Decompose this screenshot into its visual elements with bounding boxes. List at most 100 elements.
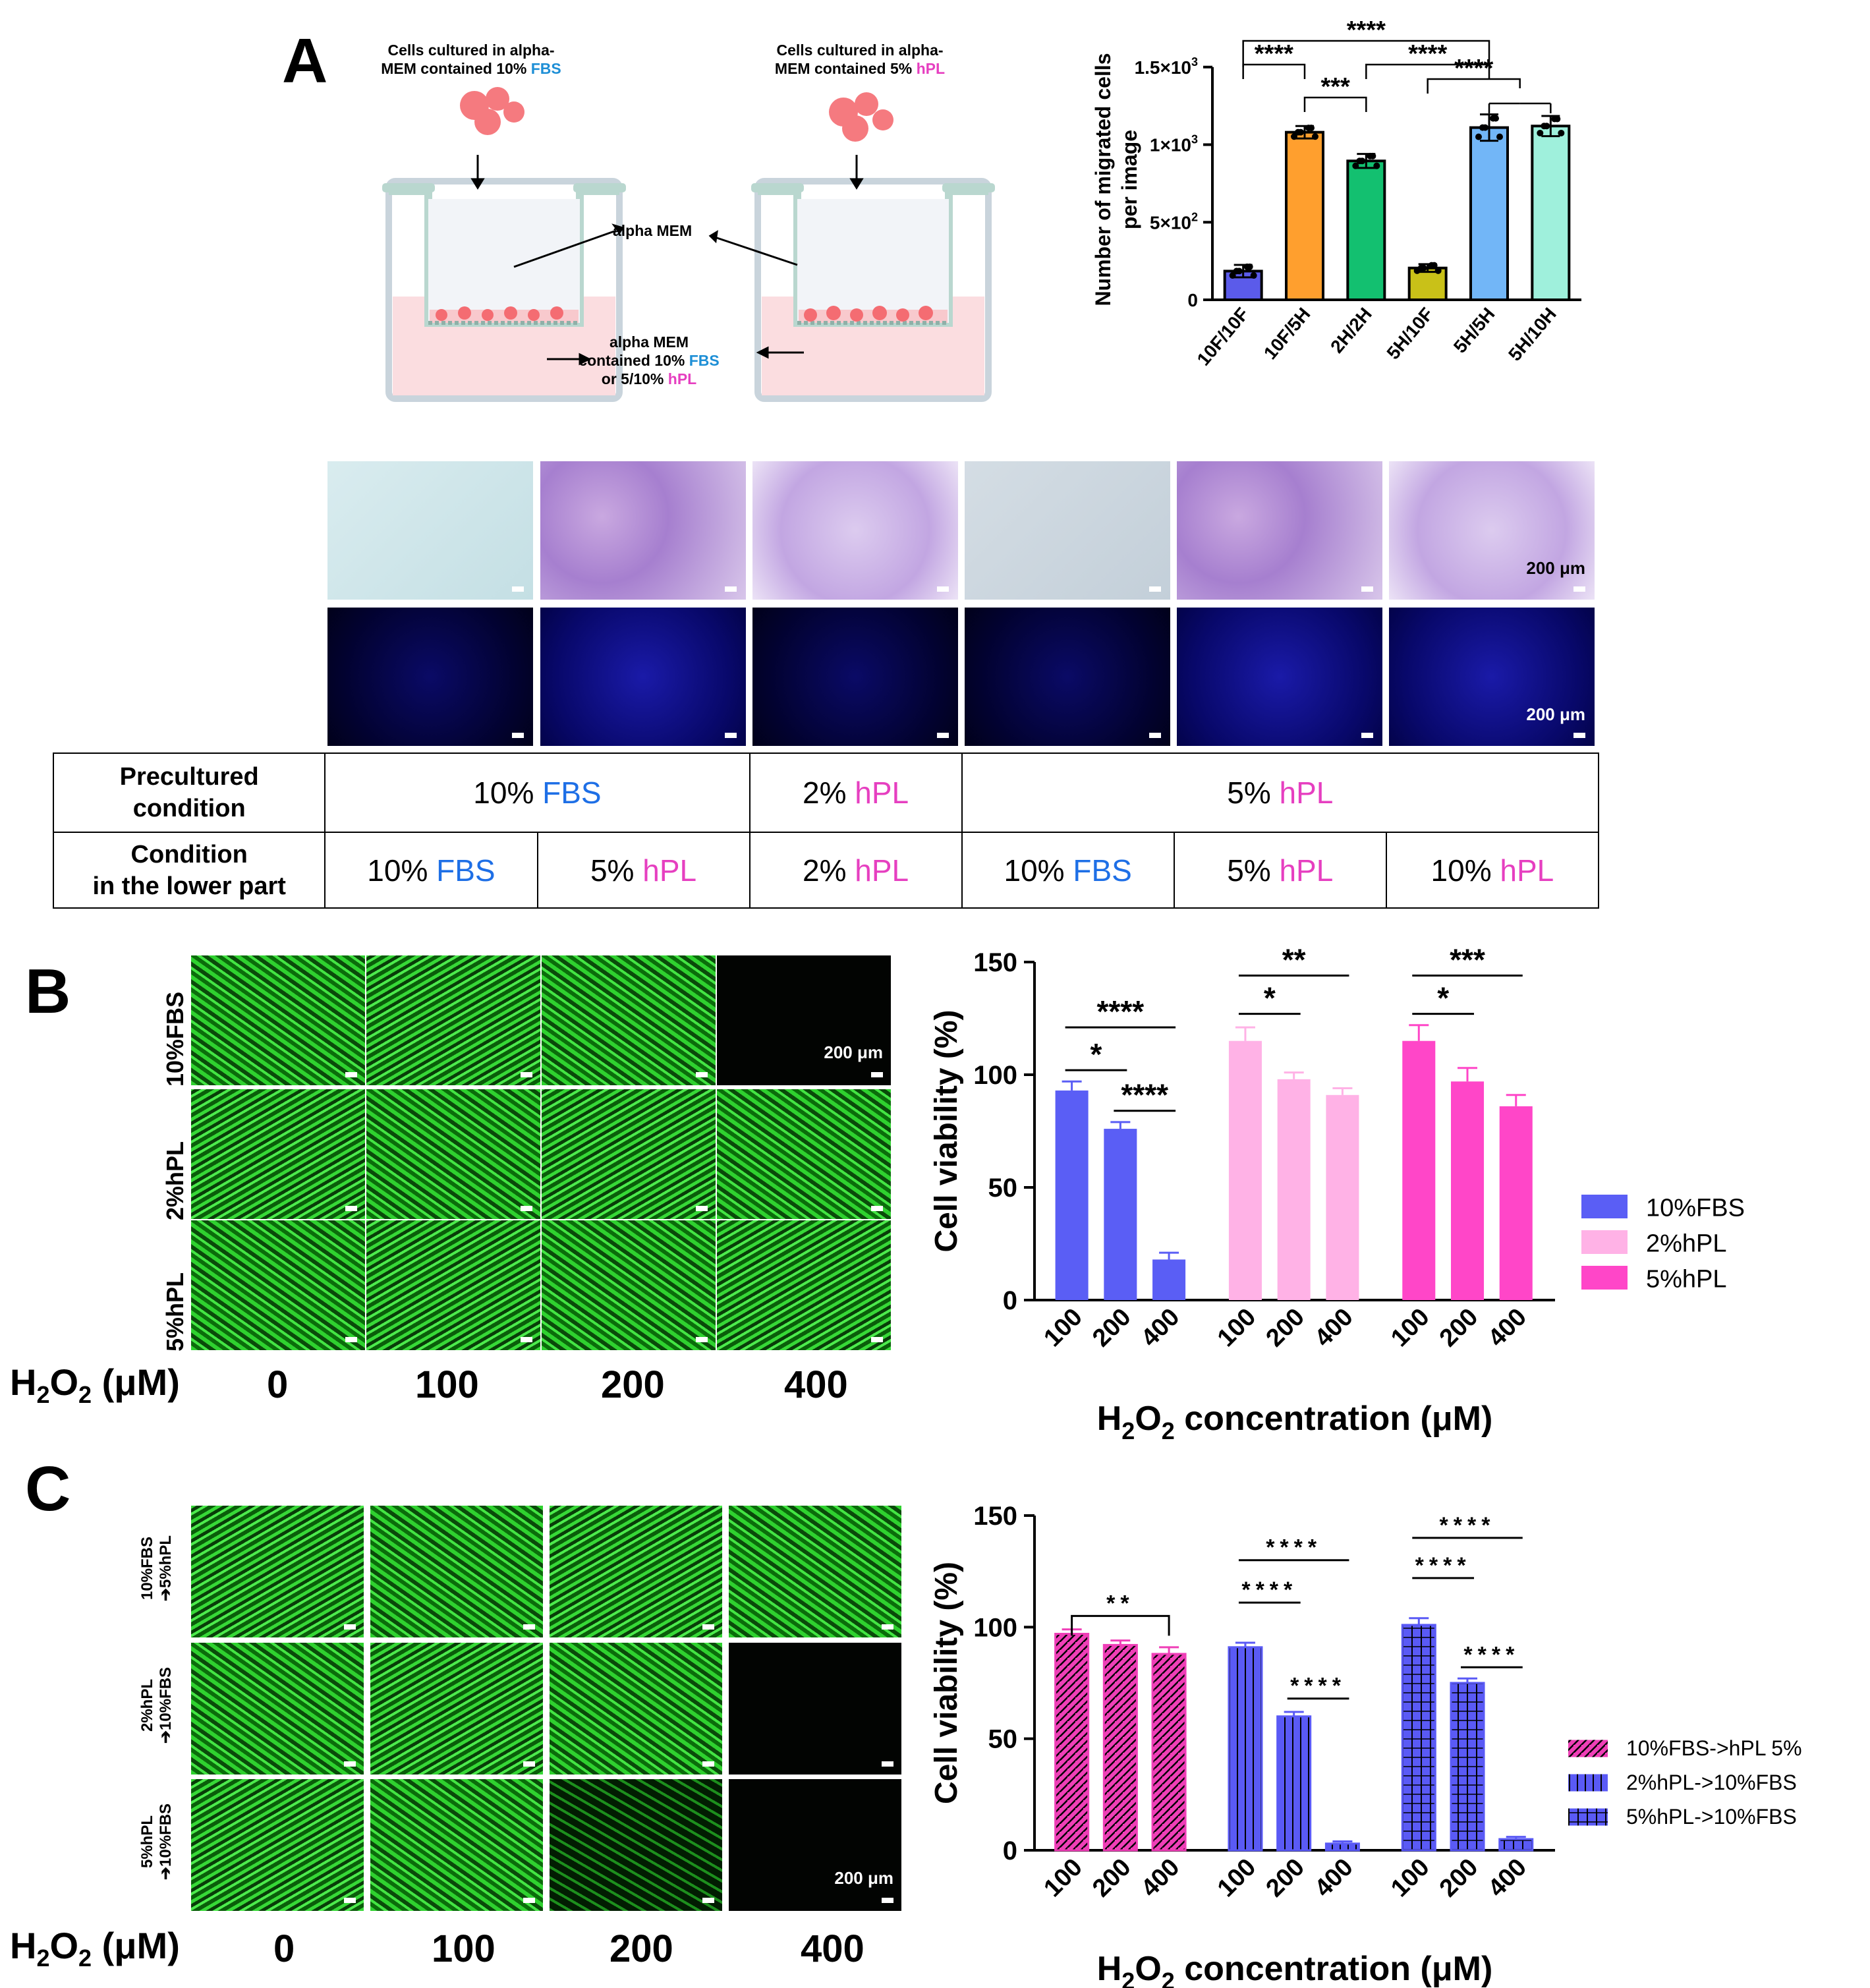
data-point	[1479, 124, 1486, 131]
significance-label: ****	[1255, 40, 1293, 68]
data-point	[1373, 162, 1380, 169]
data-point	[1246, 263, 1253, 270]
significance-label: ****	[1347, 16, 1386, 44]
legend-swatch	[1568, 1808, 1608, 1826]
legend-swatch	[1581, 1266, 1628, 1290]
transwell-schematic	[382, 87, 995, 402]
bar	[1152, 1259, 1186, 1300]
y-tick-label: 0	[1187, 290, 1198, 310]
panel-c-row-label: 2%hPL ➔10%FBS	[138, 1666, 175, 1744]
scale-bar	[871, 1206, 883, 1211]
y-tick-label: 0	[1003, 1286, 1017, 1315]
x-tick-label: 400	[1309, 1303, 1359, 1353]
x-tick-label: 100	[1038, 1303, 1088, 1353]
significance-bracket	[1427, 78, 1521, 94]
data-point	[1537, 129, 1544, 136]
panel-b-dose-200: 200	[601, 1363, 665, 1406]
scale-bar	[1573, 733, 1585, 738]
scale-bar	[696, 1206, 708, 1211]
table-cell: 5% hPL	[1173, 832, 1387, 909]
live-dead-image	[550, 1506, 722, 1637]
panel-b-row-label: 10%FBS	[161, 991, 188, 1087]
significance-label: ****	[1266, 1535, 1322, 1560]
bar	[1346, 159, 1386, 301]
bar	[1324, 1842, 1360, 1852]
x-tick-label: 400	[1309, 1854, 1359, 1903]
panel-b-dose-400: 400	[784, 1363, 848, 1406]
x-tick-label: 5H/5H	[1450, 304, 1499, 357]
bar	[1104, 1129, 1137, 1300]
significance-label: ****	[1097, 994, 1145, 1029]
x-tick-label: 2H/2H	[1326, 304, 1376, 357]
table-header-lower-part: Condition in the lower part	[52, 832, 326, 909]
panel-c-row-label: 10%FBS ➔5%hPL	[138, 1535, 175, 1602]
table-cell: 10% FBS	[324, 832, 538, 909]
scale-bar	[344, 1761, 356, 1767]
scale-bar	[882, 1624, 893, 1630]
significance-label: **	[1282, 943, 1306, 977]
live-dead-image	[191, 955, 365, 1085]
live-dead-image: 200 μm	[717, 955, 891, 1085]
live-dead-image	[729, 1643, 901, 1775]
dapi-image	[1177, 608, 1382, 746]
data-point	[1541, 123, 1548, 130]
significance-label: ***	[1450, 943, 1485, 977]
data-point	[1369, 152, 1376, 159]
panel-b-row-label: 2%hPL	[161, 1141, 188, 1220]
significance-label: *	[1264, 981, 1276, 1015]
panel-label-a: A	[282, 26, 328, 96]
bar	[1531, 125, 1571, 302]
live-dead-image	[542, 955, 716, 1085]
scale-label: 200 μm	[834, 1868, 893, 1888]
x-axis-label: H2O2 concentration (μM)	[1097, 1950, 1493, 1988]
significance-label: **	[1106, 1591, 1134, 1616]
panel-b-dose-100: 100	[415, 1363, 479, 1406]
live-dead-image	[542, 1089, 716, 1219]
live-dead-image	[370, 1506, 543, 1637]
crystal-violet-image	[540, 461, 746, 600]
data-point	[1417, 264, 1425, 271]
live-dead-image	[550, 1779, 722, 1911]
live-dead-image	[729, 1506, 901, 1637]
significance-label: ****	[1290, 1674, 1346, 1699]
data-point	[1431, 262, 1438, 269]
scale-bar	[696, 1337, 708, 1342]
data-point	[1492, 115, 1499, 122]
table-header-precultured: Precultured condition	[52, 753, 326, 833]
dapi-image: 200 μm	[1389, 608, 1595, 746]
schematic-upper-medium-label: alpha MEM	[613, 222, 693, 239]
live-dead-image	[191, 1220, 365, 1350]
bar	[1402, 1040, 1436, 1300]
live-dead-image	[191, 1643, 364, 1775]
scale-bar	[344, 1898, 356, 1903]
scale-bar	[882, 1898, 893, 1903]
scale-bar	[702, 1761, 714, 1767]
data-point	[1250, 272, 1257, 279]
significance-bracket	[1365, 63, 1490, 79]
bar	[1102, 1643, 1138, 1852]
bar	[1228, 1646, 1263, 1852]
y-tick-label: 50	[988, 1725, 1018, 1754]
scale-bar	[521, 1072, 532, 1077]
data-point	[1356, 157, 1363, 165]
bar	[1276, 1715, 1312, 1852]
panel-c-dose-100: 100	[432, 1927, 496, 1970]
scale-bar	[512, 586, 524, 592]
panel-c-dose-200: 200	[609, 1927, 673, 1970]
condition-table: Precultured condition 10% FBS 2% hPL 5% h…	[52, 753, 1600, 909]
y-axis-label: Cell viability (%)	[929, 1009, 964, 1252]
y-tick-label: 1×103	[1150, 133, 1198, 156]
scale-label: 200 μm	[1526, 558, 1585, 578]
scale-bar	[345, 1206, 357, 1211]
schematic-left-label: Cells cultured in alpha- MEM contained 1…	[381, 42, 561, 77]
y-tick-label: 5×102	[1150, 210, 1198, 233]
bar	[1277, 1079, 1311, 1300]
panel-b-dose-0: 0	[267, 1363, 289, 1406]
schematic-right-label: Cells cultured in alpha- MEM contained 5…	[774, 42, 946, 77]
live-dead-image	[542, 1220, 716, 1350]
scale-bar	[1361, 733, 1373, 738]
bar	[1285, 130, 1324, 301]
live-dead-image	[370, 1779, 543, 1911]
x-tick-label: 400	[1136, 1303, 1185, 1353]
